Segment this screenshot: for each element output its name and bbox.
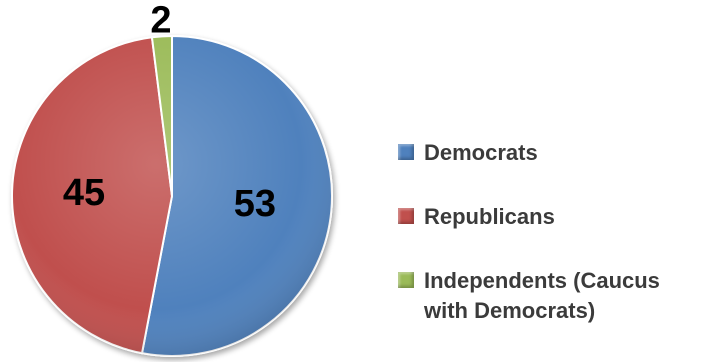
legend-swatch [398, 144, 414, 160]
legend-item-independents: Independents (Caucus with Democrats) [398, 266, 716, 326]
data-label-democrats: 53 [234, 183, 276, 225]
data-label-republicans: 45 [63, 172, 105, 214]
legend-label: Independents (Caucus with Democrats) [424, 268, 660, 323]
legend-item-democrats: Democrats [398, 138, 716, 168]
legend-label: Democrats [424, 140, 538, 165]
legend-swatch [398, 272, 414, 288]
legend-item-republicans: Republicans [398, 202, 716, 232]
data-label-independents: 2 [150, 0, 171, 41]
legend-label: Republicans [424, 204, 555, 229]
legend-swatch [398, 208, 414, 224]
legend: Democrats Republicans Independents (Caucus… [398, 138, 716, 326]
